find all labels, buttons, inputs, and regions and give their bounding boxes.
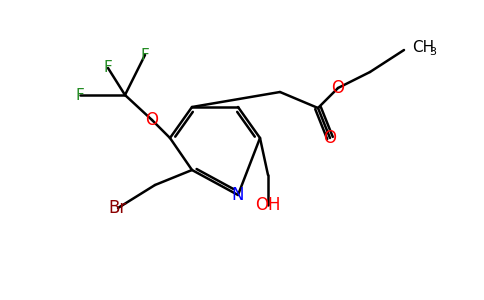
Text: O: O [332,79,345,97]
Text: O: O [146,111,158,129]
Text: CH: CH [412,40,434,56]
Text: F: F [104,61,112,76]
Text: 3: 3 [429,47,436,57]
Text: N: N [232,186,244,204]
Text: OH: OH [255,196,281,214]
Text: Br: Br [108,199,126,217]
Text: F: F [76,88,84,103]
Text: F: F [141,47,150,62]
Text: O: O [323,129,336,147]
